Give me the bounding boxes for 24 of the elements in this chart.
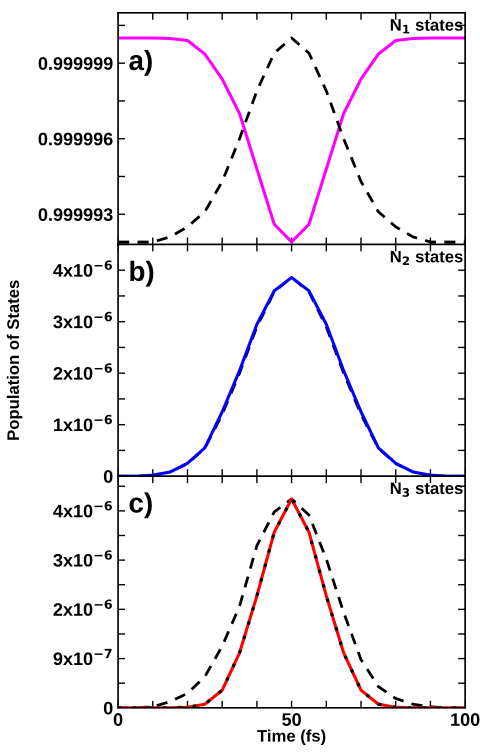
x-tick-label: 100 [451,713,480,726]
x-tick-label: 50 [282,713,301,726]
y-tick-label: 1x10$^{−6}$ [54,414,112,432]
y-tick-label: 0 [104,470,112,483]
y-tick-label: 0.999993 [38,208,113,221]
y-tick-label: 0.999999 [38,57,113,70]
annotation: a) [129,50,152,76]
annotation: c) [130,492,152,518]
y-tick-label: 4x10$^{−6}$ [53,500,112,518]
y-tick-label: 2x10$^{−6}$ [54,599,112,616]
annotation: N$_{1}$ states [390,19,463,34]
y-axis-title: Population of States [6,280,22,440]
y-tick-label: 2x10$^{−6}$ [54,363,112,380]
y-tick-label: 0.999996 [38,132,113,146]
y-tick-label: 4x10$^{−6}$ [53,260,112,277]
x-axis-title: Time (fs) [257,730,326,746]
x-tick-label: 0 [114,713,122,726]
y-tick-label: 9x10$^{−7}$ [54,648,112,666]
y-tick-label: 0 [104,702,112,715]
y-tick-label: 3x10$^{−6}$ [53,550,112,567]
annotation: b) [130,260,154,287]
annotation: N$_{3}$ states [390,482,463,497]
annotation: N$_{2}$ states [390,250,463,266]
y-tick-label: 3x10$^{−6}$ [53,312,112,328]
